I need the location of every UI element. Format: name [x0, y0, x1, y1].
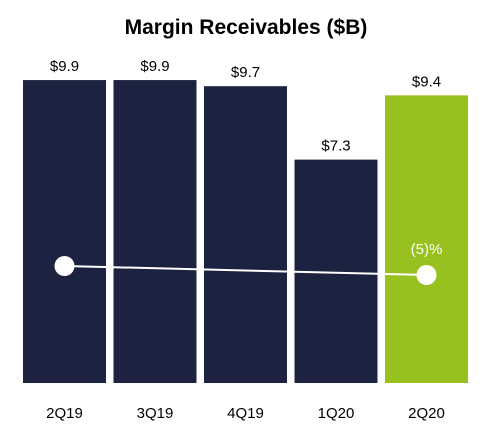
trend-line	[64, 265, 427, 276]
x-tick-label-2Q19: 2Q19	[46, 405, 83, 422]
bar-3Q19	[113, 80, 197, 383]
x-tick-label-2Q20: 2Q20	[408, 405, 445, 422]
x-tick-label-1Q20: 1Q20	[318, 405, 355, 422]
trend-point-end	[416, 265, 437, 285]
bar-2Q19	[23, 80, 106, 383]
value-label-2Q20: $9.4	[412, 73, 441, 90]
bar-4Q19	[204, 86, 287, 384]
trend-annotation: (5)%	[411, 241, 443, 258]
value-label-2Q19: $9.9	[50, 58, 79, 75]
value-label-3Q19: $9.9	[140, 58, 169, 75]
x-tick-label-3Q19: 3Q19	[137, 405, 174, 422]
trend-point-start	[54, 256, 75, 276]
value-label-1Q20: $7.3	[321, 138, 350, 155]
bar-2Q20	[385, 95, 468, 384]
x-tick-label-4Q19: 4Q19	[227, 405, 264, 422]
chart-title: Margin Receivables ($B)	[124, 16, 368, 39]
value-label-4Q19: $9.7	[231, 64, 260, 81]
